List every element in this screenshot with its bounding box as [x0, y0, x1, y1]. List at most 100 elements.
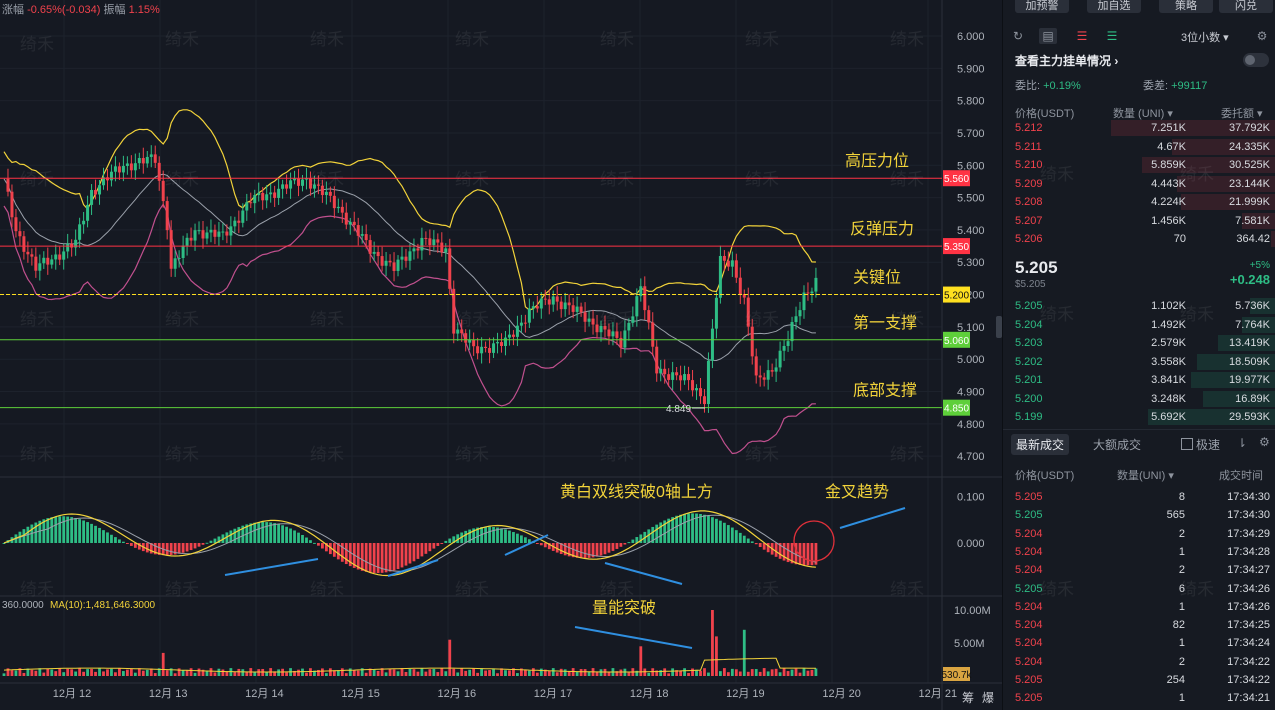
qty-col-header[interactable]: 数量 (UNI) ▾: [1113, 108, 1173, 120]
volume-bar: [90, 669, 93, 676]
candle-body: [814, 277, 818, 292]
candle-body: [563, 302, 567, 310]
order-ratio: 委比: +0.19%: [1015, 77, 1081, 93]
volume-bar: [599, 669, 603, 676]
asks-only-icon[interactable]: ☰: [1076, 29, 1088, 43]
candle-body: [316, 184, 320, 186]
ask-row[interactable]: 5.209 4.443K 23.144K: [1003, 175, 1275, 193]
volume-bar: [364, 672, 368, 676]
chart-panel[interactable]: 6.000 5.900 5.800 5.700 5.600 5.500 5.400 5.300…: [0, 0, 1002, 710]
row-qty: 3.841K: [1151, 374, 1186, 386]
bid-row[interactable]: 5.200 3.248K 16.89K: [1003, 390, 1275, 408]
macd-histogram-bar: [189, 543, 193, 551]
filter-icon[interactable]: ⇂: [1237, 436, 1248, 450]
bid-row[interactable]: 5.202 3.558K 18.509K: [1003, 353, 1275, 371]
trades-settings-icon[interactable]: ⚙: [1259, 435, 1270, 449]
macd-histogram-bar: [169, 543, 173, 555]
bids-only-icon[interactable]: ☰: [1106, 29, 1118, 43]
trade-qty: 1: [1178, 545, 1185, 558]
candle-body: [121, 165, 125, 173]
volume-bar: [535, 672, 539, 676]
volume-bar: [114, 672, 117, 676]
trade-time: 17:34:24: [1227, 637, 1270, 650]
volume-bar: [679, 670, 682, 676]
candle-body: [798, 310, 802, 317]
macd-histogram-bar: [472, 528, 476, 543]
volume-bar: [50, 669, 54, 676]
ask-row[interactable]: 5.208 4.224K 21.999K: [1003, 193, 1275, 211]
flash-swap-button[interactable]: 闪兑: [1219, 0, 1273, 13]
volume-bar: [746, 671, 750, 676]
volume-bar: [635, 670, 639, 676]
ask-row[interactable]: 5.212 7.251K 37.792K: [1003, 119, 1275, 137]
volume-bar: [563, 669, 567, 676]
macd-histogram-bar: [464, 530, 468, 543]
date-axis-label: 12月 12: [53, 688, 92, 700]
bid-row[interactable]: 5.201 3.841K 19.977K: [1003, 371, 1275, 389]
macd-histogram-bar: [293, 530, 296, 543]
ask-row[interactable]: 5.211 4.67K 24.335K: [1003, 138, 1275, 156]
candle-body: [515, 325, 519, 337]
row-price: 5.202: [1015, 355, 1043, 368]
add-watchlist-button[interactable]: 加自选: [1087, 0, 1141, 13]
trade-qty-col-header[interactable]: 数量(UNI) ▾: [1117, 470, 1174, 482]
candle-body: [734, 260, 738, 278]
ask-row[interactable]: 5.210 5.859K 30.525K: [1003, 156, 1275, 174]
macd-histogram-bar: [782, 543, 786, 561]
bid-row[interactable]: 5.204 1.492K 7.764K: [1003, 316, 1275, 334]
macd-histogram-bar: [197, 543, 201, 547]
candle-body: [34, 256, 38, 271]
volume-bar: [400, 668, 404, 676]
total-col-header[interactable]: 委托额 ▾: [1221, 108, 1263, 120]
macd-histogram-bar: [62, 516, 66, 543]
candle-body: [213, 229, 217, 237]
row-total: 24.335K: [1229, 140, 1270, 153]
tab-large-trades[interactable]: 大额成交: [1093, 438, 1142, 452]
settings-icon[interactable]: ⚙: [1256, 29, 1268, 43]
candle-body: [599, 325, 603, 333]
collapse-handle[interactable]: [996, 316, 1002, 338]
price-axis-label: 6.000: [957, 31, 985, 43]
ask-row[interactable]: 5.207 1.456K 7.581K: [1003, 212, 1275, 230]
bid-row[interactable]: 5.205 1.102K 5.736K: [1003, 297, 1275, 315]
both-sides-icon[interactable]: ▤: [1039, 28, 1057, 44]
volume-bar: [794, 668, 798, 676]
volume-bar: [579, 669, 583, 676]
volume-bar: [790, 669, 794, 676]
candle-body: [555, 296, 559, 302]
macd-histogram-bar: [2, 543, 6, 544]
candle-body: [149, 154, 153, 157]
candle-body: [74, 239, 78, 248]
chart-canvas[interactable]: 6.000 5.900 5.800 5.700 5.600 5.500 5.400 5.300…: [0, 0, 1002, 710]
volume-bar: [587, 671, 591, 676]
volume-bar: [82, 671, 85, 676]
fast-label: 极速: [1196, 438, 1221, 452]
bid-row[interactable]: 5.199 5.692K 29.593K: [1003, 408, 1275, 426]
macd-histogram-bar: [520, 535, 523, 543]
candle-body: [448, 248, 452, 289]
volume-bar: [547, 671, 551, 676]
strategy-button[interactable]: 策略: [1159, 0, 1213, 13]
low-price-marker: 4.849: [666, 404, 691, 415]
ask-row[interactable]: 5.206 70 364.42: [1003, 230, 1275, 248]
macd-histogram-bar: [547, 543, 551, 550]
orderbook-link[interactable]: 查看主力挂单情况 ›: [1015, 54, 1119, 68]
bid-row[interactable]: 5.203 2.579K 13.419K: [1003, 334, 1275, 352]
tab-latest-trades[interactable]: 最新成交: [1011, 434, 1070, 455]
trade-price: 5.205: [1015, 491, 1043, 503]
candle-body: [98, 185, 102, 195]
volume-bar: [372, 669, 376, 676]
volume-bar: [770, 669, 774, 676]
add-alert-button[interactable]: 加预警: [1015, 0, 1069, 13]
volume-bar: [428, 669, 432, 676]
amplitude-value: 1.15%: [128, 4, 160, 16]
candle-body: [102, 177, 105, 186]
main-orders-toggle[interactable]: [1243, 53, 1269, 67]
fast-checkbox[interactable]: 极速: [1181, 436, 1220, 453]
refresh-icon[interactable]: ↻: [1012, 29, 1024, 43]
volume-bar: [555, 672, 559, 676]
volume-bar: [651, 668, 655, 676]
precision-select[interactable]: 3位小数 ▾: [1181, 32, 1229, 44]
action-buttons: 加预警 加自选 策略 闪兑: [1013, 0, 1275, 14]
candle-body: [480, 346, 484, 354]
